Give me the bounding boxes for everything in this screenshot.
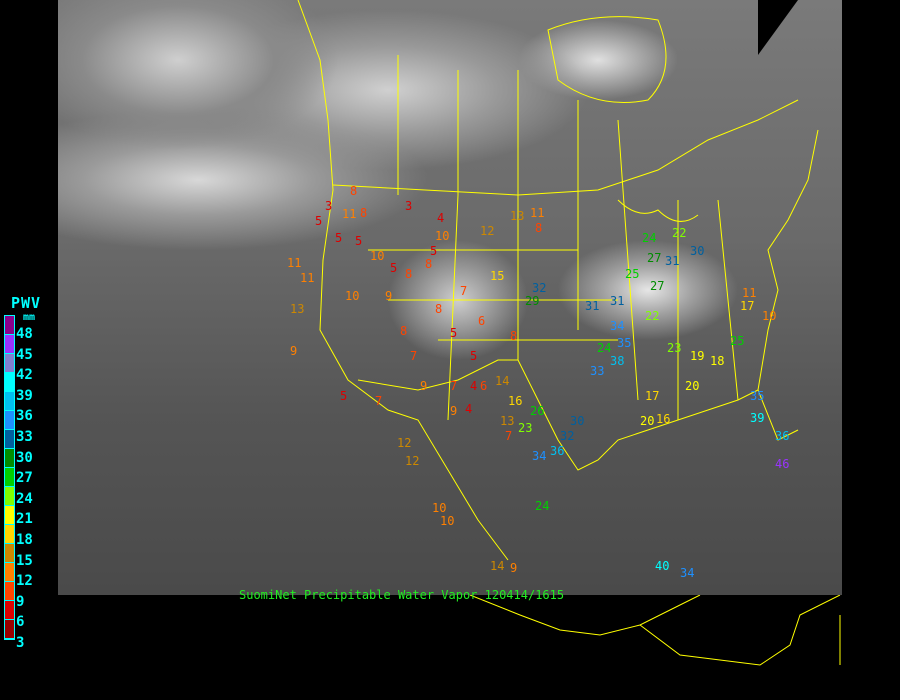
legend-label: 18 bbox=[16, 532, 33, 548]
west-coast-line bbox=[297, 0, 509, 561]
legend-swatch bbox=[5, 316, 14, 335]
legend-label: 21 bbox=[16, 511, 33, 528]
legend-label: 15 bbox=[16, 552, 33, 569]
map-caption: SuomiNet Precipitable Water Vapor 120414… bbox=[239, 588, 565, 602]
east-coast-line bbox=[757, 129, 819, 391]
legend-label: 6 bbox=[16, 614, 25, 631]
legend-swatch bbox=[5, 620, 14, 639]
legend-swatch bbox=[5, 506, 14, 525]
state-lines bbox=[368, 55, 739, 421]
satellite-map[interactable] bbox=[58, 0, 842, 595]
us-canada-border bbox=[332, 99, 799, 196]
legend-label: 45 bbox=[16, 346, 33, 363]
legend-label: 36 bbox=[16, 408, 33, 425]
legend-label: 24 bbox=[16, 490, 33, 507]
legend-title: PWV bbox=[11, 294, 42, 312]
legend-swatch bbox=[5, 411, 14, 430]
no-data-corner bbox=[758, 0, 798, 55]
legend-swatch bbox=[5, 544, 14, 563]
legend-swatch bbox=[5, 373, 14, 392]
legend-label: 39 bbox=[16, 387, 33, 404]
legend-swatch bbox=[5, 449, 14, 468]
legend-label: 12 bbox=[16, 573, 33, 590]
great-lakes bbox=[617, 199, 699, 222]
legend-label: 33 bbox=[16, 429, 33, 445]
legend-label: 42 bbox=[16, 367, 33, 384]
legend-swatch bbox=[5, 582, 14, 601]
legend-swatch bbox=[5, 563, 14, 582]
legend-swatch bbox=[5, 601, 14, 620]
legend-unit: mm bbox=[23, 312, 36, 323]
legend-swatch bbox=[5, 525, 14, 544]
legend-label: 27 bbox=[16, 470, 33, 487]
legend-swatch bbox=[5, 354, 14, 373]
color-scale bbox=[4, 315, 15, 640]
legend-label: 9 bbox=[16, 593, 25, 610]
legend-label: 48 bbox=[16, 326, 33, 342]
legend-label: 3 bbox=[16, 635, 25, 651]
legend-swatch bbox=[5, 487, 14, 506]
state-borders bbox=[297, 0, 819, 561]
legend-swatch bbox=[5, 468, 14, 487]
mexico-outline bbox=[469, 595, 841, 666]
legend-swatch bbox=[5, 392, 14, 411]
legend-swatch bbox=[5, 430, 14, 449]
us-mexico-gulf-border bbox=[357, 359, 799, 471]
legend-swatch bbox=[5, 335, 14, 354]
hudson-bay bbox=[547, 16, 667, 103]
legend-label: 30 bbox=[16, 449, 33, 466]
